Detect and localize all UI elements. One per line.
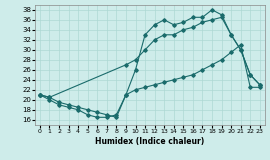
X-axis label: Humidex (Indice chaleur): Humidex (Indice chaleur) [95, 137, 204, 146]
